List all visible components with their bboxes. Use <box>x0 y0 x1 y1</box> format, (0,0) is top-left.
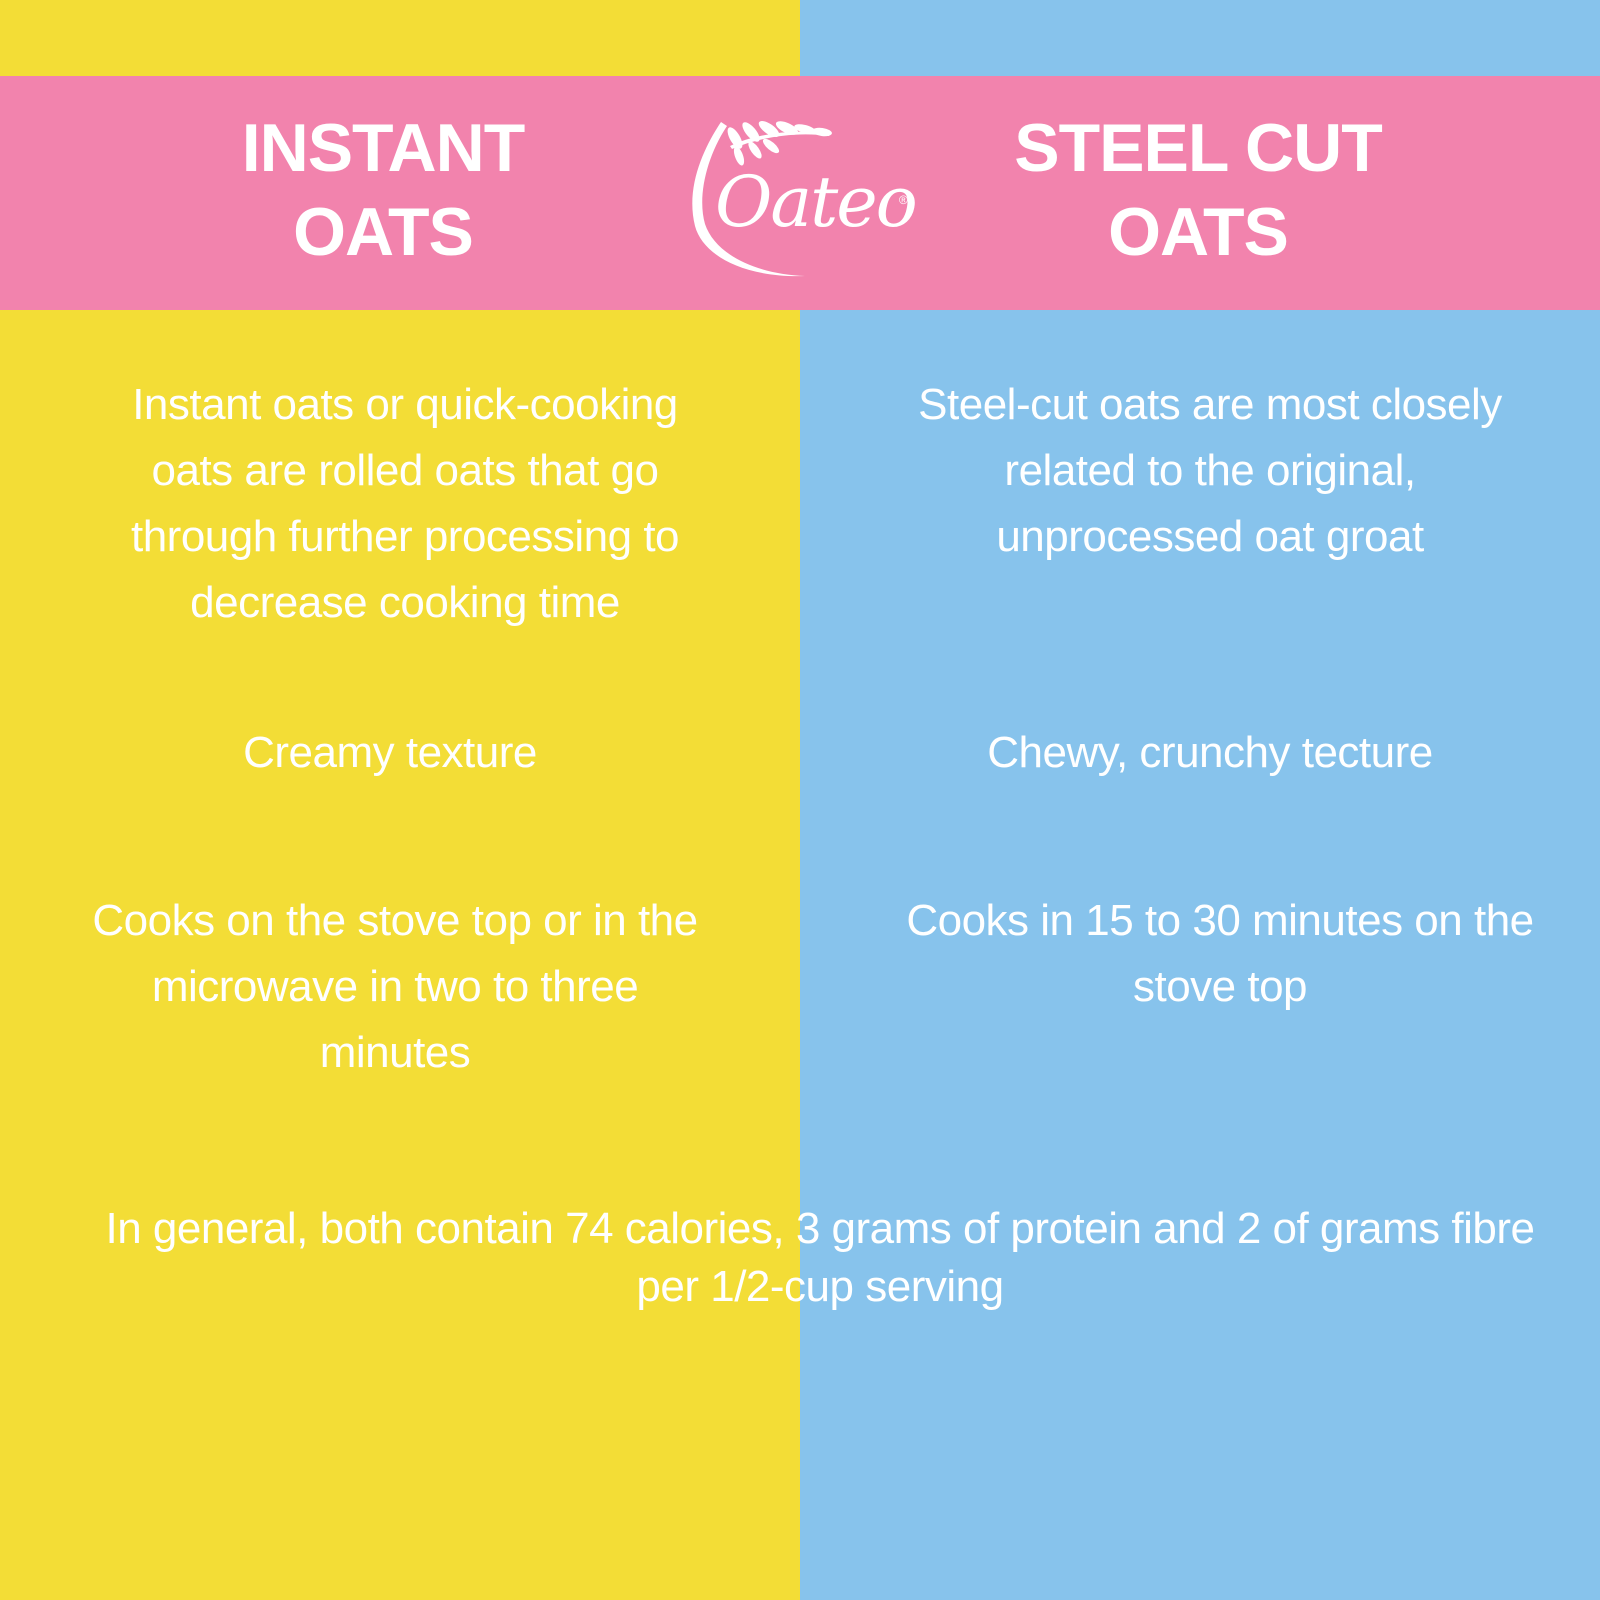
steel-cut-oats-texture: Chewy, crunchy tecture <box>987 728 1433 777</box>
nutrition-footnote: In general, both contain 74 calories, 3 … <box>105 1204 1535 1311</box>
header-banner <box>0 76 1600 310</box>
oateo-logo: Oateo ® <box>675 116 925 286</box>
instant-oats-texture: Creamy texture <box>243 728 537 777</box>
steel-cut-oats-definition: Steel-cut oats are most closely related … <box>918 380 1502 561</box>
steel-cut-oats-heading: STEEL CUT OATS <box>1014 110 1383 270</box>
steel-cut-oats-cooking-time: Cooks in 15 to 30 minutes on the stove t… <box>906 896 1534 1011</box>
registered-mark: ® <box>899 193 908 207</box>
oat-stalk-icon <box>692 120 832 277</box>
logo-wordmark: Oateo <box>715 161 918 243</box>
instant-oats-cooking-time: Cooks on the stove top or in the microwa… <box>92 896 698 1077</box>
instant-oats-definition: Instant oats or quick-cooking oats are r… <box>130 380 680 627</box>
instant-oats-heading: INSTANT OATS <box>241 110 526 270</box>
